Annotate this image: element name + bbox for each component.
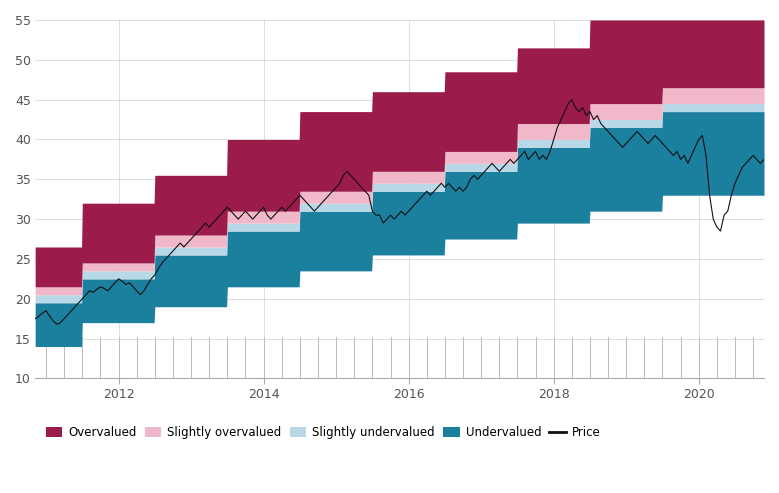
Legend: Overvalued, Slightly overvalued, Slightly undervalued, Undervalued, Price: Overvalued, Slightly overvalued, Slightl… (41, 422, 605, 444)
